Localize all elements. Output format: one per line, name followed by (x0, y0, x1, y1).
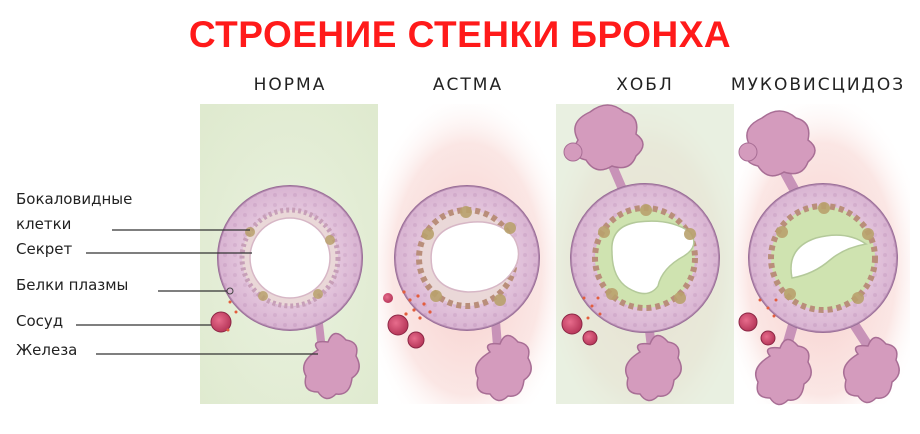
airway-lumen (249, 217, 331, 299)
blood-vessel-2 (760, 330, 776, 346)
panel-copd (556, 104, 734, 404)
submucosal-gland-right (843, 336, 900, 404)
label-leader-lines (76, 229, 318, 355)
submucosal-gland (303, 332, 360, 400)
panel-normal (200, 104, 378, 404)
label-goblet-cells-line2: клетки (16, 215, 72, 233)
label-gland: Железа (16, 341, 78, 359)
crescent-lumen (790, 234, 868, 279)
blood-vessel-2 (582, 330, 598, 346)
goblet-cells (598, 204, 696, 304)
column-heading-asthma: АСТМА (432, 75, 504, 95)
gland-lobe (563, 142, 583, 162)
goblet-cells (245, 227, 335, 301)
blood-vessel (561, 313, 583, 335)
plasma-protein-dots (582, 296, 602, 320)
blood-vessel-3 (383, 293, 393, 303)
upper-submucosal-gland (573, 104, 644, 171)
label-vessel: Сосуд (16, 312, 64, 330)
label-plasma-proteins: Белки плазмы (16, 276, 129, 294)
blood-vessel (210, 311, 232, 333)
plasma-protein-dots (758, 298, 778, 318)
blood-vessel (387, 314, 409, 336)
column-heading-copd: ХОБЛ (616, 75, 674, 95)
reduced-lumen (611, 220, 695, 295)
panel-asthma (378, 104, 556, 404)
submucosal-gland-left (755, 338, 812, 406)
column-heading-normal: НОРМА (253, 75, 327, 95)
goblet-cells (422, 206, 516, 306)
narrowed-lumen (430, 221, 520, 293)
gland-lobe (738, 142, 758, 162)
plasma-protein-dots (402, 290, 432, 320)
panel-cystic-fibrosis (734, 104, 910, 406)
diagram-title: СТРОЕНИЕ СТЕНКИ БРОНХА (188, 14, 732, 55)
label-goblet-cells-line1: Бокаловидные (16, 190, 133, 208)
plasma-protein-dots (226, 300, 238, 332)
goblet-cells (776, 202, 874, 304)
label-secretion: Секрет (16, 240, 73, 258)
blood-vessel-2 (407, 331, 425, 349)
blood-vessel (738, 312, 758, 332)
column-heading-cystic-fibrosis: МУКОВИСЦИДОЗ (730, 75, 906, 95)
submucosal-gland (475, 334, 532, 402)
submucosal-gland (625, 334, 682, 402)
